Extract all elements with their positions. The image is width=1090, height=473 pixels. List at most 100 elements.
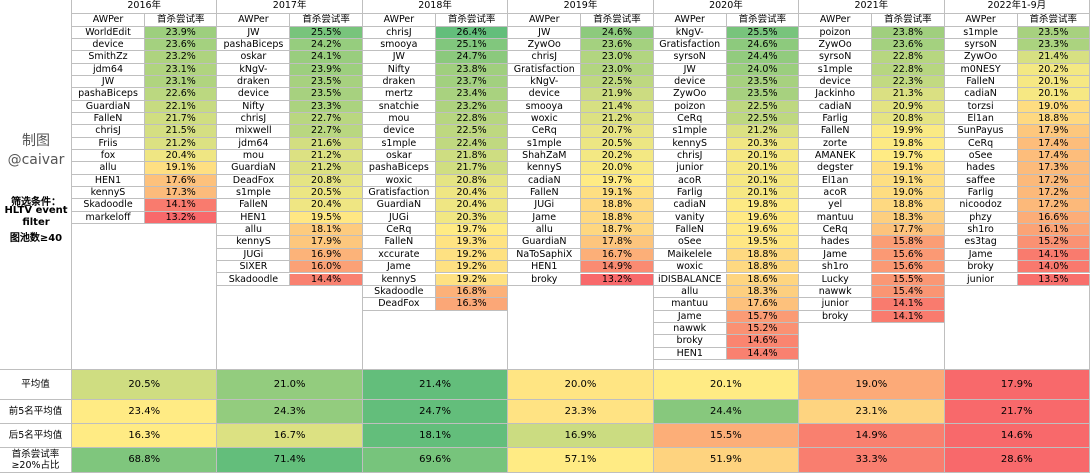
player-name: AMANEK [799, 150, 873, 163]
rate-cell: 20.8% [872, 112, 945, 126]
summary-value: 24.4% [653, 400, 800, 424]
year-header: 2020年 [653, 0, 800, 14]
rate-cell: 18.8% [726, 261, 800, 274]
player-name: s1mple [653, 125, 727, 138]
rate-cell: 13.2% [145, 211, 218, 225]
rate-cell: 20.3% [726, 137, 800, 150]
player-name: mantuu [653, 298, 727, 311]
col-header: 首杀尝试率 [290, 13, 363, 27]
rate-cell: 23.6% [872, 38, 945, 52]
rate-cell: 17.3% [1017, 162, 1090, 175]
player-name: allu [72, 162, 145, 175]
player-name: nicoodoz [944, 199, 1018, 212]
rate-cell: 21.7% [435, 162, 509, 175]
summary-value: 18.1% [362, 424, 509, 448]
player-name: junior [944, 273, 1018, 286]
rate-cell: 23.6% [581, 38, 654, 52]
rate-cell: 13.2% [581, 273, 654, 286]
player-name: oSee [944, 150, 1018, 163]
player-name: DeadFox [217, 174, 291, 188]
rate-cell: 23.5% [726, 75, 800, 89]
player-name: acoR [799, 187, 873, 200]
rate-cell: 15.5% [872, 273, 945, 286]
rate-cell: 20.2% [581, 150, 654, 163]
player-name: device [217, 88, 291, 101]
rate-cell: 22.1% [145, 100, 218, 113]
player-name: ZywOo [799, 38, 873, 52]
player-name: Nifty [362, 63, 436, 76]
player-name: draken [362, 75, 436, 89]
player-name: cadiaN [799, 100, 873, 113]
player-name: JW [508, 26, 582, 39]
rate-cell: 18.8% [581, 211, 654, 225]
player-name: HEN1 [72, 174, 145, 188]
player-name: Skadoodle [217, 273, 291, 286]
col-header: 首杀尝试率 [872, 13, 945, 27]
summary-value: 14.9% [799, 424, 945, 448]
rate-cell: 24.6% [726, 38, 800, 52]
summary-value: 16.7% [217, 424, 363, 448]
rate-cell: 18.7% [581, 224, 654, 237]
player-name: xccurate [362, 248, 436, 262]
player-name: allu [217, 224, 291, 237]
rate-cell: 14.1% [145, 199, 218, 212]
rate-cell: 24.6% [581, 26, 654, 39]
player-name: phzy [944, 211, 1018, 225]
player-name: Skadoodle [72, 199, 145, 212]
player-name: hades [799, 236, 873, 249]
player-name: allu [508, 224, 582, 237]
rate-cell: 16.6% [1017, 211, 1090, 225]
player-name: snatchie [362, 100, 436, 113]
player-name: chrisJ [217, 112, 291, 126]
player-name: kennyS [508, 162, 582, 175]
rate-cell: 15.2% [1017, 236, 1090, 249]
rate-cell: 22.6% [145, 88, 218, 101]
summary-value: 69.6% [362, 448, 509, 473]
player-name: poizon [653, 100, 727, 113]
rate-cell: 17.6% [726, 298, 800, 311]
rate-cell: 23.9% [145, 26, 218, 39]
rate-cell: 19.6% [726, 211, 800, 225]
rate-cell: 17.8% [581, 236, 654, 249]
rate-cell: 14.1% [872, 310, 945, 323]
rate-cell: 20.7% [581, 125, 654, 138]
player-name: broky [799, 310, 873, 323]
rate-cell: 23.0% [581, 63, 654, 76]
player-name: m0NESY [944, 63, 1018, 76]
player-name: mixwell [217, 125, 291, 138]
summary-value: 23.4% [72, 400, 218, 424]
player-name: cadiaN [944, 88, 1018, 101]
rate-cell: 18.3% [726, 285, 800, 299]
player-name: device [799, 75, 873, 89]
player-name: Friis [72, 137, 145, 150]
rate-cell: 23.4% [435, 88, 509, 101]
rate-cell: 21.2% [290, 162, 363, 175]
rate-cell: 17.3% [145, 187, 218, 200]
rate-cell: 19.1% [581, 187, 654, 200]
rate-cell: 23.5% [290, 88, 363, 101]
player-name: GuardiaN [72, 100, 145, 113]
rate-cell: 23.5% [290, 75, 363, 89]
rate-cell: 23.8% [435, 63, 509, 76]
player-name: kennyS [72, 187, 145, 200]
rate-cell: 19.7% [435, 224, 509, 237]
rate-cell: 22.7% [290, 125, 363, 138]
rate-cell: 16.0% [290, 261, 363, 274]
col-header: 首杀尝试率 [1017, 13, 1090, 27]
player-name: smooya [508, 100, 582, 113]
summary-value: 23.3% [508, 400, 654, 424]
rate-cell: 14.1% [1017, 248, 1090, 262]
filter-note: 图池数≥40 [9, 233, 63, 244]
empty-area [217, 285, 363, 370]
summary-value: 14.6% [944, 424, 1090, 448]
filter-note: filter [22, 217, 50, 228]
rate-cell: 22.7% [290, 112, 363, 126]
rate-cell: 20.1% [726, 174, 800, 188]
player-name: Farlig [944, 187, 1018, 200]
player-name: cadiaN [653, 199, 727, 212]
summary-value: 21.0% [217, 370, 363, 400]
rate-cell: 23.5% [726, 88, 800, 101]
col-header: AWPer [72, 13, 145, 27]
rate-cell: 20.1% [726, 187, 800, 200]
summary-value: 20.5% [72, 370, 218, 400]
